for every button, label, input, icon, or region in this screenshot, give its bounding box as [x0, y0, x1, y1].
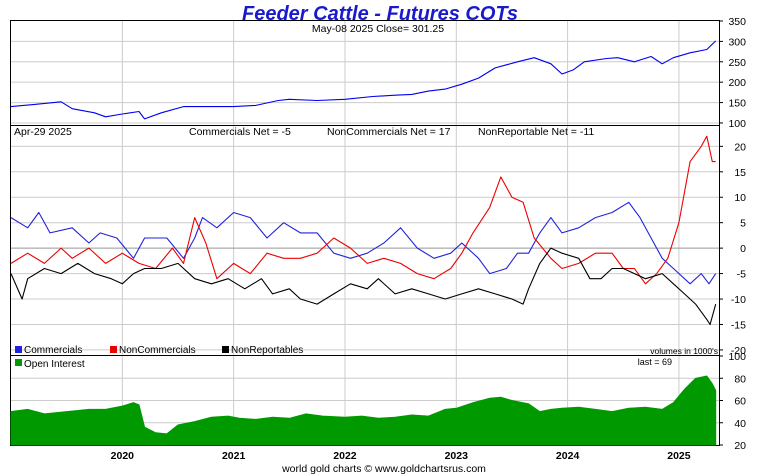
plot-lines	[10, 40, 717, 446]
legend-open-interest: Open Interest	[24, 359, 85, 370]
price-panel-frame	[10, 20, 720, 126]
legend-swatch-noncommercials	[110, 346, 117, 353]
x-tick-label: 2025	[667, 450, 691, 462]
y-tick-label: 150	[728, 98, 746, 110]
legend-swatch-nonreportables	[222, 346, 229, 353]
x-tick-label: 2024	[556, 450, 580, 462]
open-interest-area	[10, 375, 717, 446]
x-tick-label: 2022	[333, 450, 357, 462]
chart-title: Feeder Cattle - Futures COTs	[242, 3, 518, 25]
y-tick-label: 250	[728, 57, 746, 69]
oi-last-value: last = 69	[638, 357, 672, 367]
y-tick-label: 350	[728, 16, 746, 28]
y-tick-label: 300	[728, 36, 746, 48]
nonreportables-line	[10, 247, 717, 326]
y-tick-label: 200	[728, 77, 746, 89]
legend-noncommercials: NonCommercials	[119, 345, 196, 356]
grid-lines	[11, 21, 719, 445]
y-tick-label: 100	[728, 118, 746, 130]
x-tick-label: 2020	[111, 450, 135, 462]
cot-panel-frame	[10, 125, 720, 356]
y-tick-label: 80	[734, 373, 746, 385]
y-tick-label: 20	[734, 440, 746, 452]
y-tick-label: 15	[734, 167, 746, 179]
nonreportable-net: NonReportable Net = -11	[478, 126, 594, 138]
y-tick-label: 60	[734, 396, 746, 408]
volumes-note: volumes in 1000's	[650, 346, 718, 356]
legend-swatch-open-interest	[15, 359, 22, 366]
footer-credit: world gold charts © www.goldchartsrus.co…	[281, 463, 486, 475]
y-tick-label: 10	[734, 192, 746, 204]
x-tick-label: 2021	[222, 450, 246, 462]
noncommercials-net: NonCommercials Net = 17	[327, 126, 451, 138]
y-tick-label: 0	[740, 243, 746, 255]
noncommercials-line	[10, 135, 716, 285]
y-tick-label: -5	[737, 269, 746, 281]
commercials-net: Commercials Net = -5	[189, 126, 291, 138]
legend-commercials: Commercials	[24, 345, 82, 356]
price-header: May-08 2025 Close= 301.25	[312, 23, 444, 35]
x-tick-labels: 2020 2021 2022 2023 2024 2025	[111, 450, 691, 462]
x-tick-label: 2023	[445, 450, 469, 462]
y-tick-label: 100	[728, 351, 746, 363]
cot-date: Apr-29 2025	[14, 126, 72, 138]
legend-nonreportables: NonReportables	[231, 345, 303, 356]
y-tick-label: -10	[731, 294, 746, 306]
legend-swatch-commercials	[15, 346, 22, 353]
y-tick-label: -20	[731, 345, 746, 357]
y-tick-labels: 100 150 200 250 300 350 -20 -15 -10 -5 0 5 10 15 20 20 4…	[719, 16, 746, 452]
y-tick-label: 40	[734, 418, 746, 430]
close-line	[10, 40, 717, 120]
y-tick-label: 20	[734, 141, 746, 153]
y-tick-label: 5	[740, 218, 746, 230]
y-tick-label: -15	[731, 319, 746, 331]
commercials-line	[10, 201, 717, 285]
